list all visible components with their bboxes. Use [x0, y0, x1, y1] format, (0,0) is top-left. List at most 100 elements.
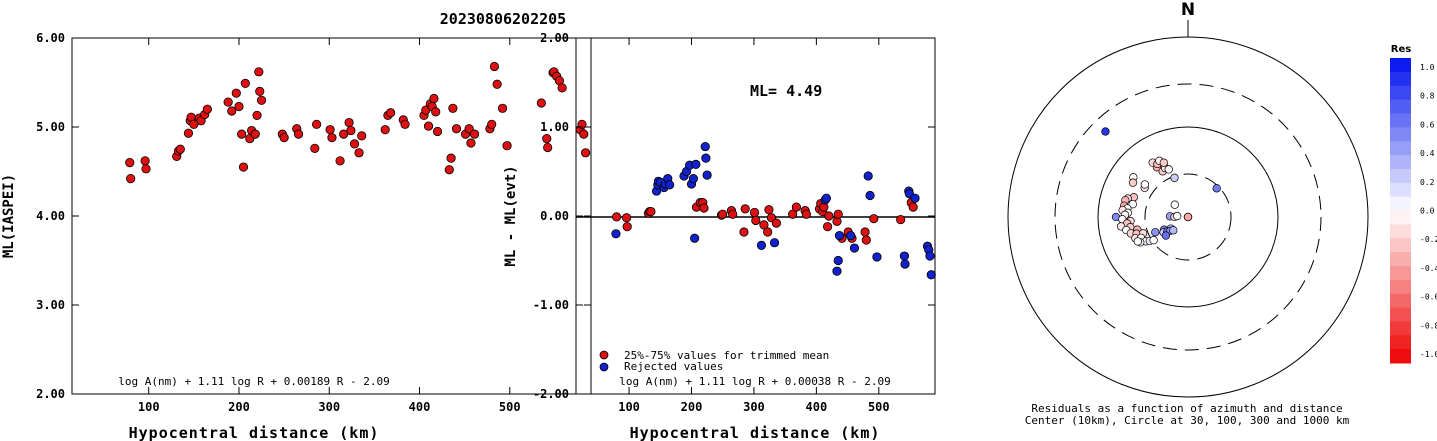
data-point [234, 101, 244, 112]
north-label: N [1181, 0, 1195, 20]
data-point [557, 83, 567, 93]
data-point [252, 110, 262, 121]
station-point [1169, 226, 1178, 235]
station-point [1173, 211, 1182, 221]
legend-marker-trimmed [599, 350, 609, 360]
rejected-point [925, 251, 935, 261]
colorbar-tick-label: -0.4 [1420, 264, 1437, 273]
rejected-point [926, 270, 936, 280]
trimmed-point [908, 202, 918, 212]
data-point [140, 156, 150, 166]
data-point [325, 125, 335, 135]
colorbar-tick-label: -0.8 [1420, 321, 1437, 330]
trimmed-point [621, 213, 632, 223]
colorbar-tick-label: 0.2 [1420, 178, 1435, 187]
data-point [487, 119, 497, 129]
rejected-point [899, 251, 910, 261]
trimmed-point [771, 218, 782, 228]
rejected-point [821, 193, 831, 203]
formula-text: log A(nm) + 1.11 log R + 0.00038 R - 2.0… [619, 375, 891, 388]
trimmed-point [749, 207, 760, 218]
colorbar-cell [1390, 141, 1411, 156]
colorbar-tick-label: -1.0 [1420, 350, 1437, 359]
data-point [464, 124, 474, 134]
caption-line-2: Center (10km), Circle at 30, 100, 300 an… [1025, 414, 1350, 427]
trimmed-point [764, 205, 774, 215]
data-point [349, 139, 360, 149]
colorbar-cell [1390, 168, 1411, 184]
rejected-point [834, 230, 845, 241]
data-point [254, 67, 264, 77]
colorbar-cell [1390, 321, 1411, 336]
rejected-point [701, 153, 711, 163]
data-point [256, 95, 267, 105]
panel-ml-residual: 100 200 300 400 500 -2.00 -1.00 0.00 1.00 2.00 H… [503, 31, 936, 441]
data-point [492, 79, 502, 89]
colorbar-tick-label: 0.4 [1420, 149, 1435, 158]
trimmed-point [728, 209, 738, 219]
circle-30km [1144, 173, 1232, 261]
rejected-point [769, 238, 780, 248]
data-point [466, 138, 476, 148]
data-point [580, 148, 591, 158]
colorbar-cell [1390, 182, 1411, 198]
figure-title: 20230806202205 [440, 10, 566, 28]
rejected-point [863, 171, 873, 181]
legend-marker-rejected [599, 362, 609, 372]
trimmed-point [824, 211, 834, 221]
data-point [223, 97, 233, 107]
trimmed-point [718, 209, 728, 219]
data-point [431, 107, 441, 117]
x-axis-label: Hypocentral distance (km) [129, 424, 380, 441]
colorbar-cell [1390, 196, 1411, 211]
y-tick-label: -1.00 [533, 298, 569, 312]
y-tick-label: 6.00 [36, 31, 65, 45]
trimmed-point [823, 222, 833, 232]
data-point [141, 164, 151, 174]
panel-ml-iaspei: 100 200 300 400 500 2.00 3.00 4.00 5.00 6.00 Hyp… [1, 31, 592, 441]
colorbar-cell [1390, 127, 1411, 142]
colorbar-cell [1390, 265, 1411, 281]
trimmed-point [833, 209, 843, 219]
y-axis-label: ML - ML(evt) [503, 165, 519, 266]
x-tick-label: 500 [868, 400, 890, 414]
x-tick-label: 100 [138, 400, 160, 414]
y-tick-label: 5.00 [36, 120, 65, 134]
trimmed-point [739, 227, 749, 237]
station-point [1128, 178, 1138, 187]
colorbar-cell [1390, 99, 1411, 114]
data-point [536, 98, 546, 108]
rejected-point [690, 233, 700, 243]
data-point [327, 133, 337, 143]
data-point [310, 143, 320, 153]
station-point [1212, 184, 1221, 193]
rejected-point [846, 230, 856, 241]
x-tick-label: 400 [409, 400, 431, 414]
x-tick-label: 500 [499, 400, 521, 414]
rejected-point [611, 229, 621, 239]
data-point [448, 103, 458, 113]
y-tick-label: 2.00 [36, 387, 65, 401]
x-tick-label: 400 [806, 400, 828, 414]
x-tick-label: 300 [743, 400, 765, 414]
rejected-point [865, 190, 875, 201]
rejected-point [833, 255, 843, 266]
data-point [579, 129, 589, 139]
data-point [335, 156, 345, 166]
data-point [346, 125, 356, 136]
station-point [1170, 173, 1179, 182]
colorbar-cell [1390, 113, 1411, 128]
colorbar-cell [1390, 85, 1411, 101]
data-point [497, 103, 508, 113]
data-point [542, 133, 552, 144]
colorbar-cells [1390, 58, 1411, 364]
colorbar-cell [1390, 155, 1411, 170]
trimmed-point [751, 215, 761, 226]
colorbar-cell [1390, 224, 1411, 239]
x-tick-label: 300 [318, 400, 340, 414]
data-point [354, 148, 364, 158]
y-tick-label: 1.00 [540, 120, 569, 134]
data-point [357, 131, 367, 141]
data-point [469, 129, 480, 139]
